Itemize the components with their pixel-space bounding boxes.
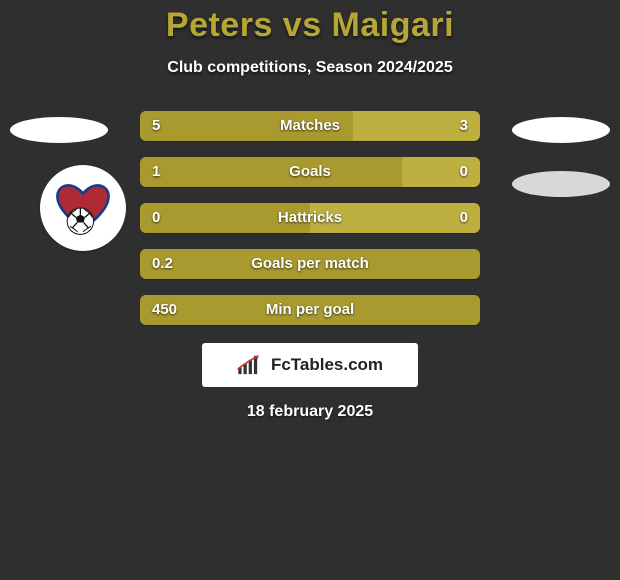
stat-bar-right — [310, 203, 480, 233]
player-left-marker — [10, 117, 108, 143]
stat-row: Hattricks00 — [140, 203, 480, 233]
page-title: Peters vs Maigari — [0, 6, 620, 45]
content-area: Matches53 Goals10 Hattricks00 Goals per mat… — [0, 99, 620, 459]
stat-bar-left — [140, 295, 480, 325]
page-subtitle: Club competitions, Season 2024/2025 — [0, 59, 620, 77]
stat-row: Min per goal450 — [140, 295, 480, 325]
stat-bar-left — [140, 203, 310, 233]
comparison-infographic: Peters vs Maigari Club competitions, Sea… — [0, 0, 620, 580]
branding-text: FcTables.com — [271, 355, 383, 375]
stat-bar-left — [140, 157, 402, 187]
stat-bar-left — [140, 111, 353, 141]
stat-row: Goals per match0.2 — [140, 249, 480, 279]
stat-bar-right — [353, 111, 481, 141]
branding-badge: FcTables.com — [202, 343, 418, 387]
date-label: 18 february 2025 — [0, 403, 620, 421]
stat-row: Matches53 — [140, 111, 480, 141]
stat-bar-left — [140, 249, 480, 279]
stat-bars: Matches53 Goals10 Hattricks00 Goals per mat… — [140, 111, 480, 341]
heart-ball-icon — [50, 175, 116, 241]
player-left-avatar — [40, 165, 126, 251]
stat-bar-right — [402, 157, 480, 187]
player-right-marker-1 — [512, 117, 610, 143]
stat-row: Goals10 — [140, 157, 480, 187]
bar-chart-icon — [237, 354, 263, 376]
player-right-marker-2 — [512, 171, 610, 197]
